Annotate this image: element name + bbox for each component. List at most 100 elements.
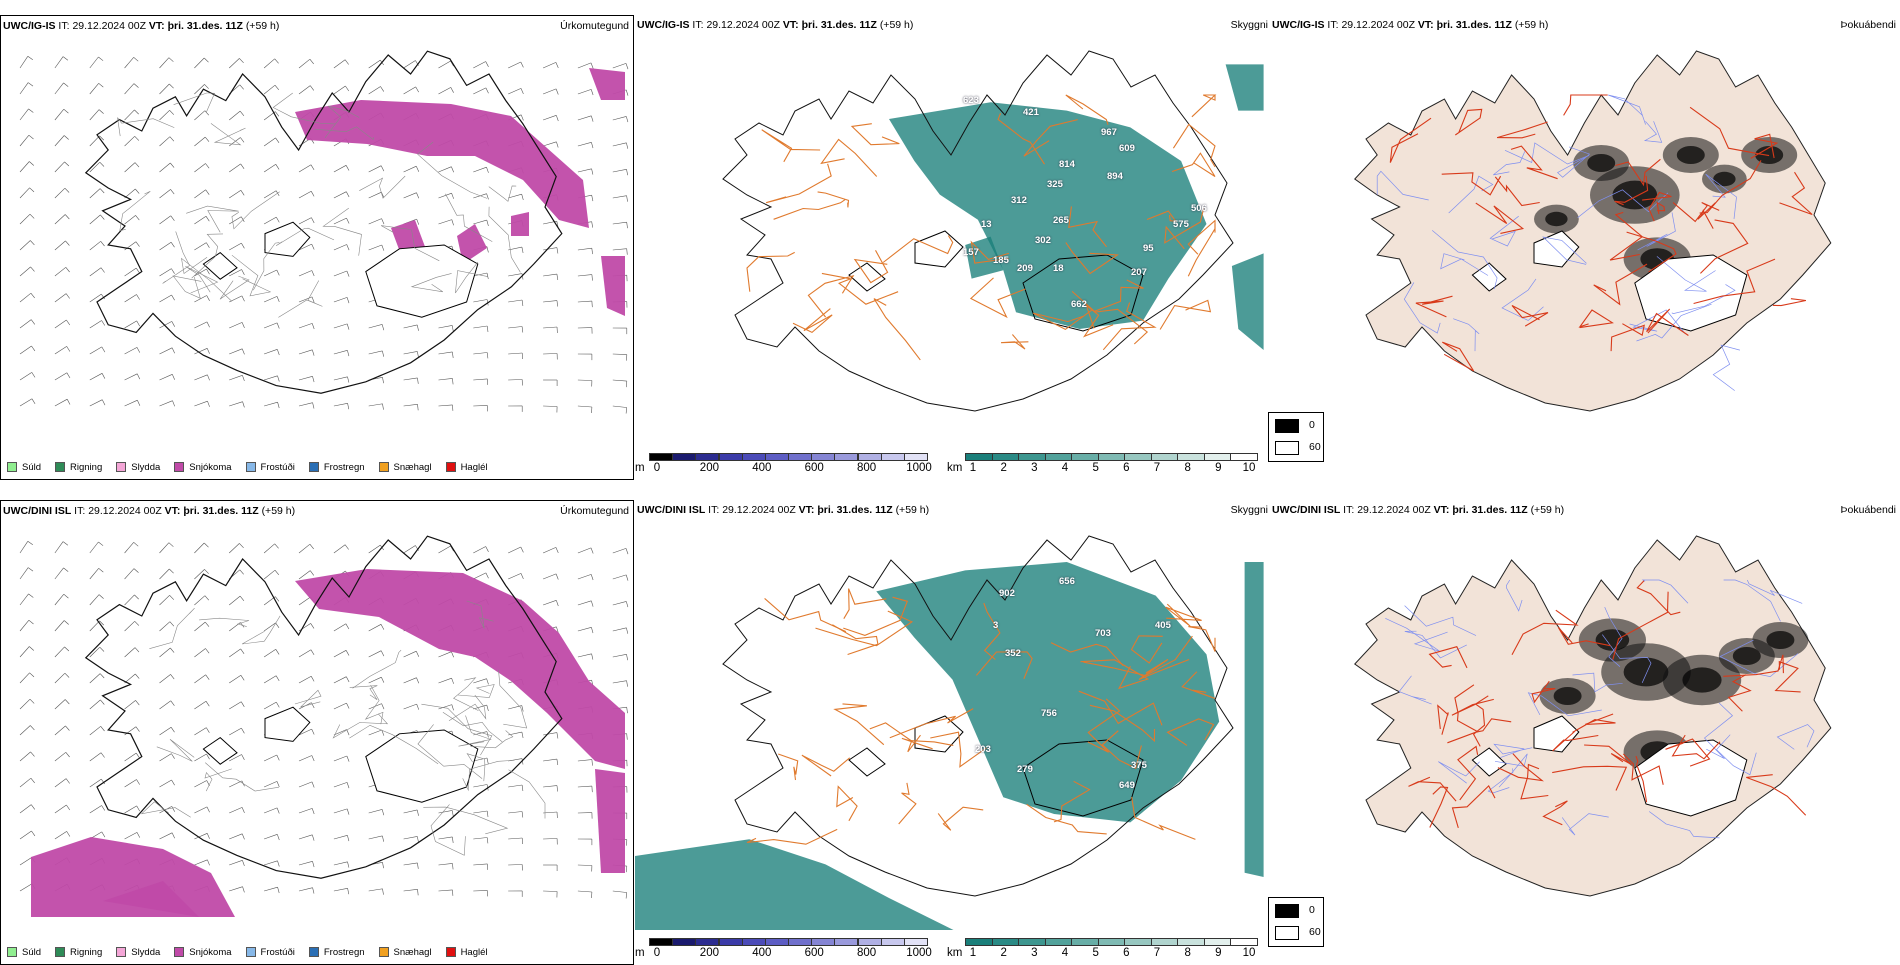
wind-barb (578, 248, 592, 250)
wind-barb-flag (311, 650, 314, 655)
wind-barb (229, 543, 239, 553)
wind-barb-flag (67, 399, 70, 404)
wind-barb (578, 301, 592, 302)
wind-barb (439, 837, 453, 839)
wind-barb (264, 702, 276, 709)
wind-barb (404, 678, 417, 683)
wind-barb (20, 884, 32, 891)
low-visibility-area (1226, 64, 1264, 110)
wind-barb (90, 136, 100, 146)
colorbar-segment (904, 938, 928, 946)
wind-barb-flag (383, 404, 384, 410)
wind-barb (90, 542, 99, 553)
wind-barb (194, 216, 206, 224)
wind-barb (55, 399, 67, 406)
wind-barb-flag (207, 833, 209, 839)
wind-barb-flag (277, 834, 279, 840)
wind-barb (55, 188, 65, 198)
wind-barb-flag (65, 673, 69, 677)
cloud-base-label: 185 (993, 255, 1009, 266)
wind-barb-flag (591, 116, 593, 122)
wind-barb (20, 241, 30, 251)
wind-barb-flag (206, 649, 210, 654)
wind-barb-flag (134, 569, 139, 573)
wind-barb-flag (557, 301, 558, 307)
wind-barb (264, 402, 278, 406)
wind-barb-flag (418, 889, 419, 895)
wind-barb-flag (172, 833, 175, 838)
wind-barb-flag (348, 888, 349, 894)
legend-swatch (55, 462, 65, 472)
precip-map[interactable] (1, 501, 634, 921)
wind-barb (439, 87, 451, 94)
wind-barb-flag (417, 678, 419, 684)
colorbar-segment (1204, 453, 1232, 461)
wind-barb (473, 405, 487, 406)
wind-barb (55, 136, 64, 147)
road-line (1192, 95, 1215, 117)
precip-type-panel: UWC/DINI ISL IT: 29.12.2024 00Z VT: þri.… (0, 500, 634, 965)
road-line (353, 650, 402, 688)
wind-barb (299, 676, 311, 683)
fog-map[interactable] (1270, 15, 1900, 445)
wind-barb-flag (28, 541, 33, 544)
wind-barb (369, 836, 383, 839)
wind-barb (613, 169, 627, 172)
road-line (808, 276, 853, 317)
wind-barb-flag (64, 621, 69, 625)
wind-barb-flag (171, 216, 175, 221)
wind-barb-flag (171, 754, 174, 759)
wind-barb-flag (28, 83, 33, 87)
wind-barb-flag (137, 806, 140, 811)
wind-barb (194, 622, 205, 631)
cloud-map[interactable] (635, 15, 1270, 445)
wind-barb (125, 347, 137, 354)
fog-scale-max-label: 60 (1309, 441, 1321, 453)
wind-barb-flag (205, 569, 209, 573)
wind-barb (194, 190, 205, 198)
wind-barb-flag (346, 192, 349, 197)
colorbar-tick: 9 (1215, 947, 1221, 959)
fog-map[interactable] (1270, 500, 1900, 930)
wind-barb-flag (135, 163, 139, 168)
wind-barb-flag (134, 84, 139, 88)
legend-label: Snæhagl (394, 462, 432, 473)
fog-core (1677, 146, 1705, 164)
wind-barb (264, 861, 277, 865)
wind-barb (299, 191, 311, 198)
wind-barb-flag (172, 780, 175, 785)
wind-barb-flag (592, 222, 593, 228)
cloud-base-label: 506 (1191, 203, 1207, 214)
wind-barb (334, 165, 346, 172)
wind-barb-flag (521, 547, 524, 552)
colorbar-segment (788, 453, 812, 461)
colorbar-segment (881, 938, 905, 946)
wind-barb (194, 807, 207, 813)
wind-barb-flag (312, 323, 314, 329)
wind-barb-flag (313, 861, 315, 867)
wind-barb-flag (171, 701, 175, 706)
wind-barb-flag (66, 294, 70, 299)
wind-barb-flag (486, 547, 489, 552)
wind-barb (369, 324, 383, 328)
wind-barb-flag (522, 247, 523, 253)
road-line (359, 176, 405, 198)
wind-barb-flag (381, 87, 384, 92)
fog-scale-max-swatch (1275, 441, 1299, 455)
precip-map[interactable] (1, 16, 634, 436)
cloud-base-label: 902 (999, 588, 1015, 599)
wind-barb (334, 624, 346, 631)
wind-barb-flag (417, 193, 419, 199)
wind-barb (369, 677, 382, 683)
wind-barb-flag (66, 726, 70, 731)
panel-title-precip: Úrkomutegund (560, 20, 629, 32)
wind-barb (578, 891, 592, 892)
wind-barb-flag (135, 621, 139, 625)
glacier-outline (265, 707, 310, 741)
cloud-map[interactable] (635, 500, 1270, 930)
wind-barb (264, 191, 276, 198)
